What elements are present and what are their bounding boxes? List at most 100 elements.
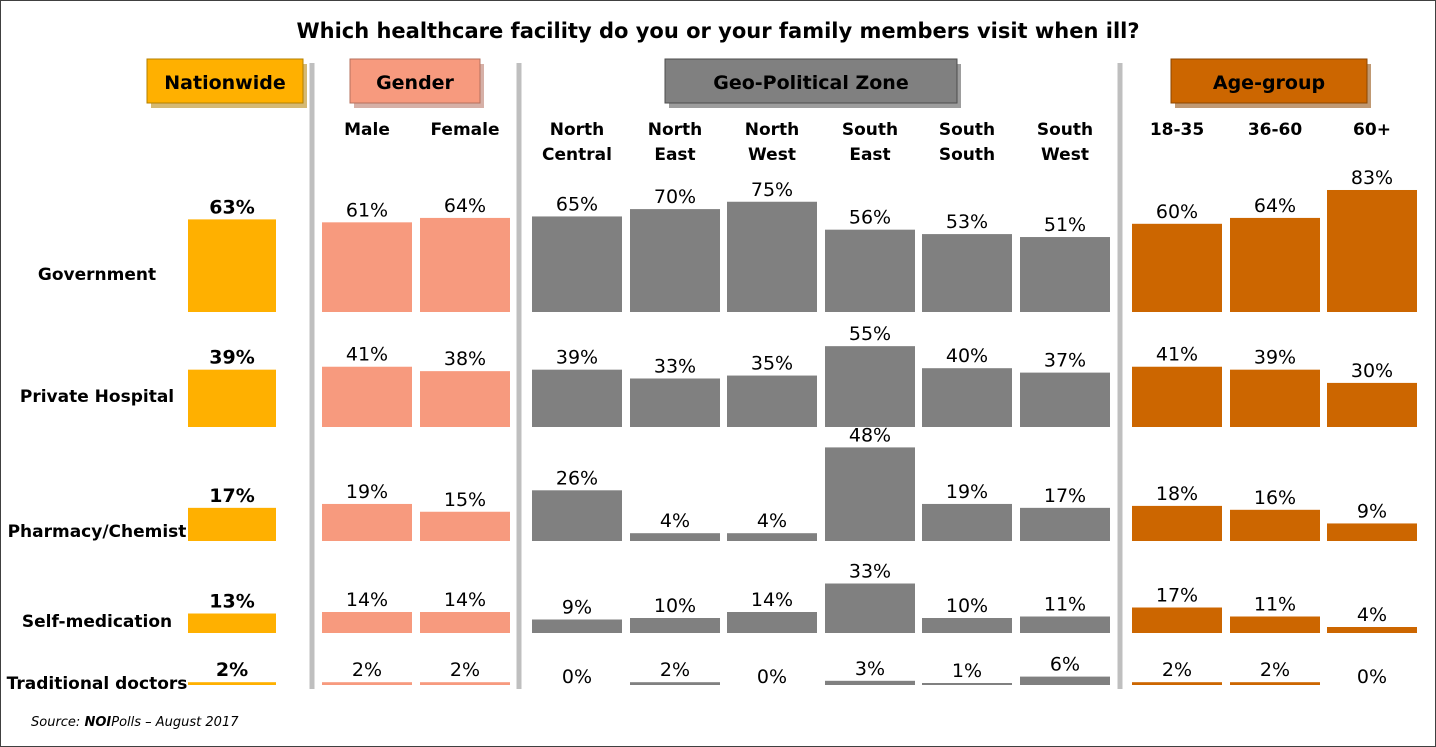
data-label-south-south-private-hospital: 40% <box>946 345 988 367</box>
group-header-label-age-group: Age-group <box>1213 72 1325 94</box>
data-label-18-35-pharmacy-chemist: 18% <box>1156 483 1198 505</box>
bar-south-south-government <box>922 234 1012 312</box>
data-label-36-60-traditional-doctors: 2% <box>1260 659 1290 681</box>
bar-south-south-private-hospital <box>922 368 1012 427</box>
column-heading-south-east: South East <box>842 120 898 165</box>
bar-north-west-pharmacy-chemist <box>727 533 817 541</box>
bar-18-35-traditional-doctors <box>1132 682 1222 685</box>
data-label-north-west-private-hospital: 35% <box>751 353 793 375</box>
bar-north-west-self-medication <box>727 612 817 633</box>
data-label-male-government: 61% <box>346 199 388 221</box>
group-header-label-gender: Gender <box>376 72 454 94</box>
data-label-36-60-pharmacy-chemist: 16% <box>1254 487 1296 509</box>
data-label-south-west-pharmacy-chemist: 17% <box>1044 485 1086 507</box>
group-header-label-geo-political-zone: Geo-Political Zone <box>713 72 908 94</box>
bar-18-35-private-hospital <box>1132 366 1222 427</box>
bar-north-central-government <box>532 216 622 312</box>
section-divider-2 <box>516 63 522 689</box>
data-label-north-east-private-hospital: 33% <box>654 355 696 377</box>
data-label-south-east-pharmacy-chemist: 48% <box>849 424 891 446</box>
bar-36-60-pharmacy-chemist <box>1230 509 1320 541</box>
bar-female-private-hospital <box>420 371 510 427</box>
data-label-female-self-medication: 14% <box>444 589 486 611</box>
data-label-18-35-self-medication: 17% <box>1156 585 1198 607</box>
row-label-pharmacy-chemist: Pharmacy/Chemist <box>8 522 187 542</box>
data-label-south-east-traditional-doctors: 3% <box>855 658 885 680</box>
column-heading-36-60: 36-60 <box>1248 120 1303 140</box>
group-header-box-age-group <box>1170 58 1368 104</box>
column-heading-60: 60+ <box>1353 120 1391 140</box>
group-header-box-nationwide <box>146 58 304 104</box>
data-label-female-pharmacy-chemist: 15% <box>444 489 486 511</box>
bar-male-pharmacy-chemist <box>322 503 412 541</box>
data-label-north-central-self-medication: 9% <box>562 597 592 619</box>
bar-36-60-self-medication <box>1230 616 1320 633</box>
bar-north-east-pharmacy-chemist <box>630 533 720 541</box>
bar-nationwide-pharmacy-chemist <box>188 507 276 541</box>
bar-60-self-medication <box>1327 627 1417 633</box>
data-label-south-east-private-hospital: 55% <box>849 323 891 345</box>
data-label-18-35-private-hospital: 41% <box>1156 344 1198 366</box>
data-label-south-west-government: 51% <box>1044 214 1086 236</box>
data-label-36-60-government: 64% <box>1254 195 1296 217</box>
bar-south-west-traditional-doctors <box>1020 676 1110 685</box>
bar-nationwide-traditional-doctors <box>188 682 276 685</box>
data-label-nationwide-traditional-doctors: 2% <box>216 659 248 681</box>
bar-18-35-self-medication <box>1132 607 1222 633</box>
bar-south-west-government <box>1020 237 1110 312</box>
bar-south-south-pharmacy-chemist <box>922 503 1012 541</box>
chart-title: Which healthcare facility do you or your… <box>296 19 1140 43</box>
data-label-north-central-traditional-doctors: 0% <box>562 666 592 688</box>
bar-north-west-private-hospital <box>727 375 817 427</box>
row-label-private-hospital: Private Hospital <box>20 387 174 407</box>
data-label-60-traditional-doctors: 0% <box>1357 666 1387 688</box>
section-divider-1 <box>309 63 315 689</box>
bar-north-east-government <box>630 209 720 312</box>
group-header-box-geo-political-zone <box>664 58 958 104</box>
row-label-self-medication: Self-medication <box>22 612 172 632</box>
bar-female-self-medication <box>420 612 510 633</box>
data-label-nationwide-government: 63% <box>209 196 254 218</box>
data-label-male-pharmacy-chemist: 19% <box>346 481 388 503</box>
bar-north-east-private-hospital <box>630 378 720 427</box>
bar-south-east-traditional-doctors <box>825 680 915 685</box>
data-label-18-35-government: 60% <box>1156 201 1198 223</box>
data-label-north-east-government: 70% <box>654 186 696 208</box>
section-divider-3 <box>1117 63 1123 689</box>
data-label-south-south-traditional-doctors: 1% <box>952 660 982 682</box>
bar-south-east-self-medication <box>825 583 915 633</box>
bar-female-pharmacy-chemist <box>420 511 510 541</box>
data-label-north-central-government: 65% <box>556 193 598 215</box>
data-label-north-west-traditional-doctors: 0% <box>757 666 787 688</box>
bar-south-east-private-hospital <box>825 346 915 427</box>
bar-36-60-traditional-doctors <box>1230 682 1320 685</box>
bar-60-government <box>1327 189 1417 312</box>
data-label-nationwide-self-medication: 13% <box>209 591 254 613</box>
bar-south-east-pharmacy-chemist <box>825 447 915 541</box>
column-heading-south-west: South West <box>1037 120 1093 165</box>
bar-male-private-hospital <box>322 366 412 427</box>
data-label-18-35-traditional-doctors: 2% <box>1162 659 1192 681</box>
data-label-female-private-hospital: 38% <box>444 348 486 370</box>
column-heading-male: Male <box>344 120 390 140</box>
data-label-north-central-pharmacy-chemist: 26% <box>556 467 598 489</box>
data-label-male-private-hospital: 41% <box>346 344 388 366</box>
column-heading-south-south: South South <box>939 120 995 165</box>
bar-north-central-self-medication <box>532 619 622 633</box>
group-header-box-gender <box>349 58 481 104</box>
data-label-60-pharmacy-chemist: 9% <box>1357 500 1387 522</box>
data-label-north-east-pharmacy-chemist: 4% <box>660 510 690 532</box>
bar-north-central-pharmacy-chemist <box>532 490 622 541</box>
data-label-60-government: 83% <box>1351 167 1393 189</box>
bar-60-pharmacy-chemist <box>1327 523 1417 541</box>
data-label-nationwide-pharmacy-chemist: 17% <box>209 485 254 507</box>
bar-female-traditional-doctors <box>420 682 510 685</box>
bar-nationwide-private-hospital <box>188 369 276 427</box>
bar-south-west-self-medication <box>1020 616 1110 633</box>
bar-nationwide-self-medication <box>188 613 276 633</box>
data-label-60-self-medication: 4% <box>1357 604 1387 626</box>
bar-male-traditional-doctors <box>322 682 412 685</box>
data-label-male-traditional-doctors: 2% <box>352 659 382 681</box>
